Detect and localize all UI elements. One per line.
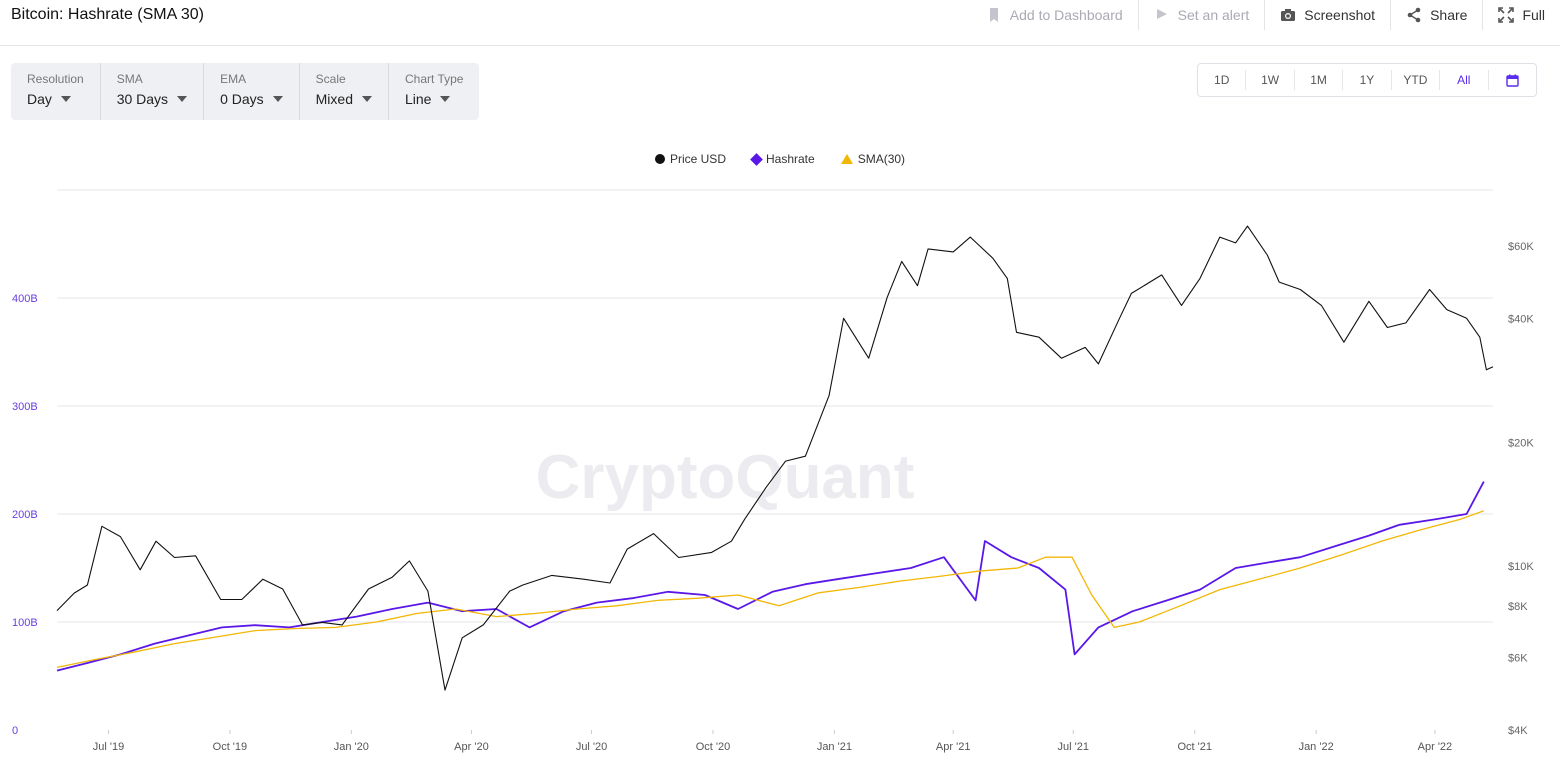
watermark: CryptoQuant xyxy=(536,443,915,512)
chart-type-select[interactable]: Chart Type Line xyxy=(389,63,479,120)
chart-controls: Resolution Day SMA 30 Days EMA 0 Days Sc… xyxy=(11,63,480,120)
left-axis-tick-label: 400B xyxy=(12,293,38,305)
left-axis-tick-label: 0 xyxy=(12,725,18,737)
x-axis-tick-label: Jul '20 xyxy=(576,741,607,753)
triangle-icon xyxy=(840,154,853,164)
ema-value: 0 Days xyxy=(220,91,264,107)
sma-select[interactable]: SMA 30 Days xyxy=(101,63,205,120)
set-alert-button[interactable]: Set an alert xyxy=(1137,0,1265,30)
right-axis-tick-label: $20K xyxy=(1508,437,1534,449)
circle-icon xyxy=(654,154,665,164)
alert-icon xyxy=(1156,9,1167,19)
calendar-icon xyxy=(1506,74,1519,88)
right-axis-tick-label: $60K xyxy=(1508,241,1534,253)
chart-type-value: Line xyxy=(405,91,432,107)
legend-item-sma[interactable]: SMA(30) xyxy=(840,152,906,166)
diamond-icon xyxy=(750,152,763,166)
page-title: Bitcoin: Hashrate (SMA 30) xyxy=(11,6,204,23)
range-ytd-button[interactable]: YTD xyxy=(1392,70,1441,90)
right-axis-tick-label: $8K xyxy=(1508,601,1528,613)
calendar-button[interactable] xyxy=(1489,70,1536,90)
right-axis-tick-label: $40K xyxy=(1508,313,1534,325)
chevron-down-icon xyxy=(177,96,188,102)
sma-label: SMA xyxy=(116,72,143,86)
screenshot-button[interactable]: Screenshot xyxy=(1264,0,1390,30)
scale-value: Mixed xyxy=(315,91,353,107)
scale-label: Scale xyxy=(315,72,346,86)
add-to-dashboard-label: Add to Dashboard xyxy=(1009,7,1123,23)
share-button[interactable]: Share xyxy=(1390,0,1482,30)
scale-select[interactable]: Scale Mixed xyxy=(300,63,389,120)
right-axis-tick-label: $4K xyxy=(1508,725,1528,737)
hashrate-chart: 0 100B 200B 300B 400B $4K $6K $8K $10K $20K $40K $6… xyxy=(12,189,1534,753)
x-axis-tick-label: Jul '19 xyxy=(93,741,124,753)
left-axis-tick-label: 200B xyxy=(12,509,38,521)
left-axis-tick-label: 100B xyxy=(12,617,38,629)
full-button[interactable]: Full xyxy=(1482,0,1560,30)
chevron-down-icon xyxy=(60,96,71,102)
chart-legend: Price USD Hashrate SMA(30) xyxy=(0,152,1560,166)
legend-item-price[interactable]: Price USD xyxy=(654,152,726,166)
series-line-sma-30 xyxy=(56,510,1485,669)
bookmark-icon xyxy=(989,8,998,22)
x-axis-tick-label: Oct '19 xyxy=(213,741,248,753)
chevron-down-icon xyxy=(440,96,451,102)
top-bar: Bitcoin: Hashrate (SMA 30) Add to Dashbo… xyxy=(0,0,1560,46)
range-1y-button[interactable]: 1Y xyxy=(1343,70,1392,90)
x-axis-tick-label: Apr '20 xyxy=(454,741,489,753)
x-axis-tick-label: Jan '22 xyxy=(1299,741,1334,753)
resolution-label: Resolution xyxy=(27,72,84,86)
resolution-select[interactable]: Resolution Day xyxy=(11,63,101,120)
expand-icon xyxy=(1498,7,1515,23)
range-1m-button[interactable]: 1M xyxy=(1295,70,1344,90)
x-axis-tick-label: Apr '22 xyxy=(1418,741,1453,753)
sma-value: 30 Days xyxy=(116,91,169,107)
legend-label-hashrate: Hashrate xyxy=(765,152,815,166)
resolution-value: Day xyxy=(27,91,52,107)
camera-icon xyxy=(1281,9,1296,21)
legend-label-sma: SMA(30) xyxy=(857,152,906,166)
x-axis-tick-label: Oct '21 xyxy=(1177,741,1212,753)
x-axis-tick-label: Jan '20 xyxy=(334,741,369,753)
ema-label: EMA xyxy=(220,72,247,86)
chart-type-label: Chart Type xyxy=(405,72,464,86)
right-axis-tick-label: $10K xyxy=(1508,561,1534,573)
series-line-price-usd xyxy=(56,225,1494,691)
time-range-selector: 1D 1W 1M 1Y YTD All xyxy=(1197,63,1537,97)
x-axis-tick-label: Apr '21 xyxy=(936,741,971,753)
share-label: Share xyxy=(1430,7,1468,23)
left-axis-tick-label: 300B xyxy=(12,401,38,413)
x-axis-tick-label: Jul '21 xyxy=(1058,741,1089,753)
legend-label-price: Price USD xyxy=(669,152,726,166)
range-1d-button[interactable]: 1D xyxy=(1198,70,1247,90)
ema-select[interactable]: EMA 0 Days xyxy=(204,63,300,120)
right-axis-tick-label: $6K xyxy=(1508,653,1528,665)
action-toolbar: Add to Dashboard Set an alert Screenshot… xyxy=(971,0,1560,30)
x-axis-tick-label: Jan '21 xyxy=(817,741,852,753)
legend-item-hashrate[interactable]: Hashrate xyxy=(750,152,815,166)
share-icon xyxy=(1407,7,1421,23)
add-to-dashboard-button[interactable]: Add to Dashboard xyxy=(971,0,1138,30)
chevron-down-icon xyxy=(362,96,372,102)
range-1w-button[interactable]: 1W xyxy=(1246,70,1295,90)
x-axis-tick-label: Oct '20 xyxy=(696,741,731,753)
screenshot-label: Screenshot xyxy=(1304,7,1376,23)
chevron-down-icon xyxy=(272,96,283,102)
set-alert-label: Set an alert xyxy=(1177,7,1250,23)
range-all-button[interactable]: All xyxy=(1440,70,1489,90)
full-label: Full xyxy=(1522,7,1545,23)
